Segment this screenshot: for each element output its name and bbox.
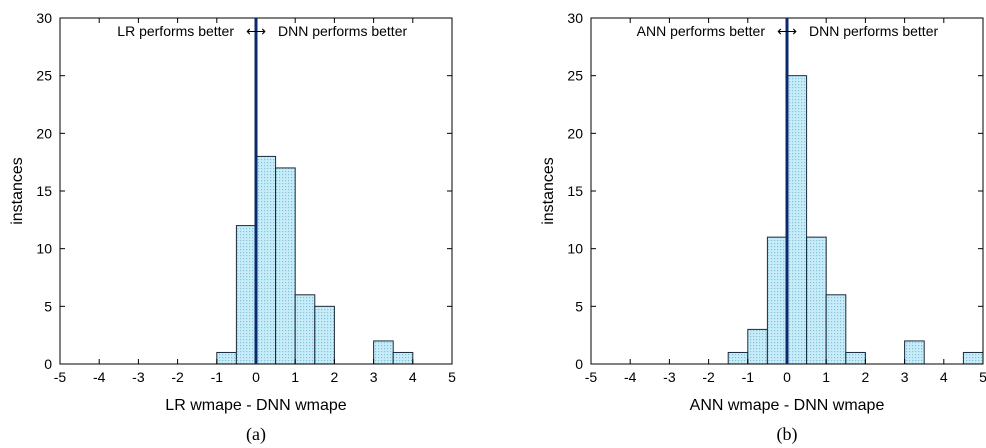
x-tick-label: 0 [252,369,260,385]
y-tick-label: 20 [567,125,583,141]
histogram-bar [786,75,808,365]
x-tick-label: 5 [448,369,456,385]
y-tick-label: 20 [36,125,52,141]
x-axis-label: ANN wmape - DNN wmape [690,397,885,414]
histogram-bar [727,351,749,365]
x-tick-label: 4 [409,369,417,385]
histogram-bar [747,328,768,365]
histogram-bar [255,155,277,365]
x-tick-label: -5 [585,369,598,385]
panel-label: (b) [777,424,798,445]
y-tick-label: 30 [36,10,52,26]
annotation-left: LR performs better [117,23,234,39]
y-axis-ticks: 0 5 10 15 20 25 30 [567,10,983,372]
x-tick-label: 5 [979,369,986,385]
x-tick-label: 1 [822,369,830,385]
x-tick-label: 1 [291,369,299,385]
y-axis-label: instances [540,157,557,225]
histogram-bar [275,167,296,365]
x-tick-label: -2 [171,369,184,385]
histogram-bar [314,305,335,365]
y-tick-label: 10 [36,241,52,257]
y-tick-label: 15 [36,183,52,199]
x-tick-label: 2 [331,369,339,385]
histogram-bar [825,294,847,365]
histogram-bar [216,351,237,365]
annotation-right: DNN performs better [278,23,407,39]
x-tick-label: -3 [663,369,676,385]
y-tick-label: 30 [567,10,583,26]
histogram-bar [392,351,414,365]
x-tick-label: 3 [370,369,378,385]
y-tick-label: 0 [44,356,52,372]
x-axis-ticks: -5 -4 -3 -2 -1 0 1 2 3 4 5 [585,18,986,385]
x-tick-label: 4 [940,369,948,385]
histogram-bar [845,351,866,365]
histogram-bar [766,236,788,365]
histogram-bar [294,294,316,365]
y-axis-ticks: 0 5 10 15 20 25 30 [36,10,452,372]
x-tick-label: -1 [211,369,224,385]
y-tick-label: 25 [567,68,583,84]
histogram-bar [962,351,984,365]
x-tick-label: 3 [901,369,909,385]
bars-group [727,75,984,365]
x-tick-label: -1 [742,369,755,385]
panel-label: (a) [246,424,266,445]
annotation-right: DNN performs better [809,23,938,39]
x-tick-label: -3 [132,369,145,385]
y-tick-label: 15 [567,183,583,199]
x-tick-label: 0 [783,369,791,385]
histogram-panel-b: 0 5 10 15 20 25 30 -5 -4 -3 -2 -1 0 1 2 3 4 5 ANN perfor… [540,10,986,445]
bars-group [216,155,414,365]
histogram-bar [904,340,925,365]
double-arrow-icon: ⟷ [246,23,266,39]
x-axis-label: LR wmape - DNN wmape [165,397,346,414]
y-tick-label: 10 [567,241,583,257]
annotation-left: ANN performs better [637,23,766,39]
y-tick-label: 5 [44,298,52,314]
double-arrow-icon: ⟷ [777,23,797,39]
x-tick-label: 2 [862,369,870,385]
x-tick-label: -4 [624,369,637,385]
x-tick-label: -2 [702,369,715,385]
histogram-bar [235,225,257,365]
x-axis-ticks: -5 -4 -3 -2 -1 0 1 2 3 4 5 [54,18,456,385]
x-tick-label: -4 [93,369,106,385]
histogram-panel-a: 0 5 10 15 20 25 30 -5 -4 -3 -2 -1 0 1 2 3 4 5 LR perform… [9,10,456,445]
histogram-bar [373,340,394,365]
y-tick-label: 0 [575,356,583,372]
y-axis-label: instances [9,157,26,225]
y-tick-label: 25 [36,68,52,84]
y-tick-label: 5 [575,298,583,314]
histogram-bar [806,236,827,365]
x-tick-label: -5 [54,369,67,385]
